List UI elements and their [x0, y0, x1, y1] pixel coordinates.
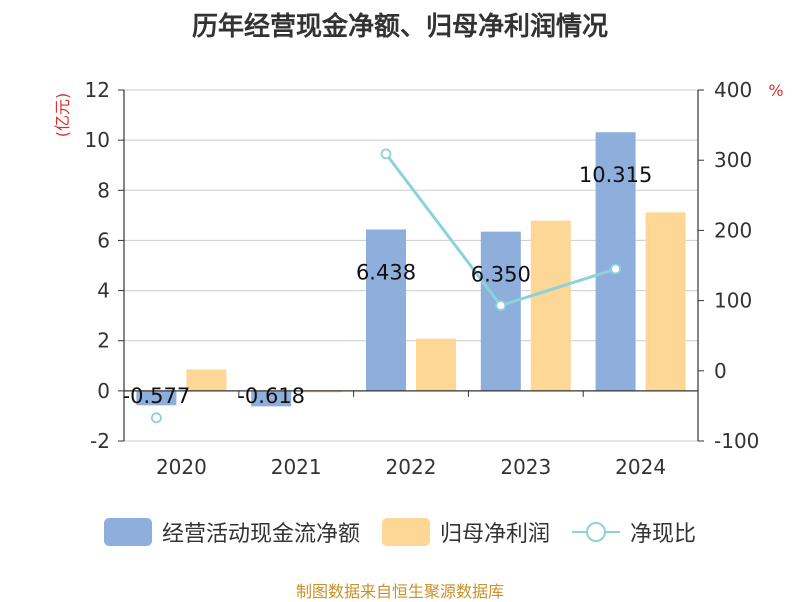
bar-net-profit[interactable]: [186, 369, 227, 391]
legend-label-cashflow: 经营活动现金流净额: [161, 522, 360, 547]
bar-net-profit[interactable]: [645, 212, 686, 391]
legend-swatch-net-profit: [381, 518, 430, 546]
y-right-tick-label: 0: [714, 359, 727, 383]
y-right-tick-label: 300: [714, 148, 752, 172]
data-source-note: 制图数据来自恒生聚源数据库: [295, 582, 504, 601]
legend-item-cashflow[interactable]: 经营活动现金流净额: [103, 516, 360, 548]
ratio-point[interactable]: [610, 263, 621, 275]
y-right-tick-label: 100: [714, 289, 752, 313]
bar-net-profit[interactable]: [530, 220, 571, 391]
y-left-tick-label: 8: [97, 178, 110, 202]
legend-label-ratio: 净现比: [630, 522, 697, 547]
legend-label-net-profit: 归母净利润: [439, 522, 550, 547]
bar-cashflow[interactable]: [366, 229, 406, 391]
legend: 经营活动现金流净额 归母净利润 净现比: [0, 516, 800, 548]
y-right-tick-label: 200: [714, 218, 752, 242]
y-left-axis-label: (亿元): [53, 93, 72, 138]
ratio-point[interactable]: [150, 412, 162, 424]
bar-net-profit[interactable]: [416, 338, 456, 391]
chart-title: 历年经营现金净额、归母净利润情况: [191, 12, 608, 42]
ratio-line-segment: [384, 152, 502, 307]
y-left-tick-label: -2: [90, 429, 110, 453]
x-tick-label: 2021: [271, 455, 322, 479]
legend-item-net-profit[interactable]: 归母净利润: [381, 516, 550, 548]
cashflow-data-label: 10.315: [579, 163, 652, 187]
bar-net-profit[interactable]: [301, 390, 342, 393]
y-left-tick-label: 10: [85, 128, 110, 152]
bar-cashflow[interactable]: [480, 231, 521, 391]
y-left-tick-label: 4: [97, 279, 110, 303]
x-tick-label: 2020: [156, 455, 207, 479]
y-left-tick-label: 6: [97, 228, 110, 252]
y-left-tick-label: 2: [97, 329, 110, 353]
legend-swatch-cashflow: [103, 518, 152, 546]
y-left-tick-label: 0: [97, 379, 110, 403]
y-right-tick-label: 400: [714, 78, 752, 102]
y-right-axis-label: %: [768, 81, 783, 100]
legend-item-ratio[interactable]: 净现比: [572, 516, 696, 548]
cashflow-data-label: -0.577: [123, 384, 191, 408]
y-right-tick-label: -100: [714, 429, 759, 453]
bar-cashflow[interactable]: [136, 390, 177, 406]
cashflow-data-label: 6.350: [471, 263, 531, 287]
bar-cashflow[interactable]: [251, 390, 292, 407]
x-tick-label: 2024: [615, 455, 666, 479]
cashflow-data-label: 6.438: [356, 260, 416, 284]
legend-swatch-ratio: [572, 522, 620, 542]
ratio-line-segment: [500, 267, 617, 307]
bar-cashflow[interactable]: [595, 132, 636, 391]
x-tick-label: 2022: [386, 455, 437, 479]
cashflow-data-label: -0.618: [237, 384, 305, 408]
ratio-point[interactable]: [495, 300, 507, 311]
x-tick-label: 2023: [500, 455, 551, 479]
y-left-tick-label: 12: [85, 78, 110, 102]
ratio-point[interactable]: [380, 148, 392, 160]
